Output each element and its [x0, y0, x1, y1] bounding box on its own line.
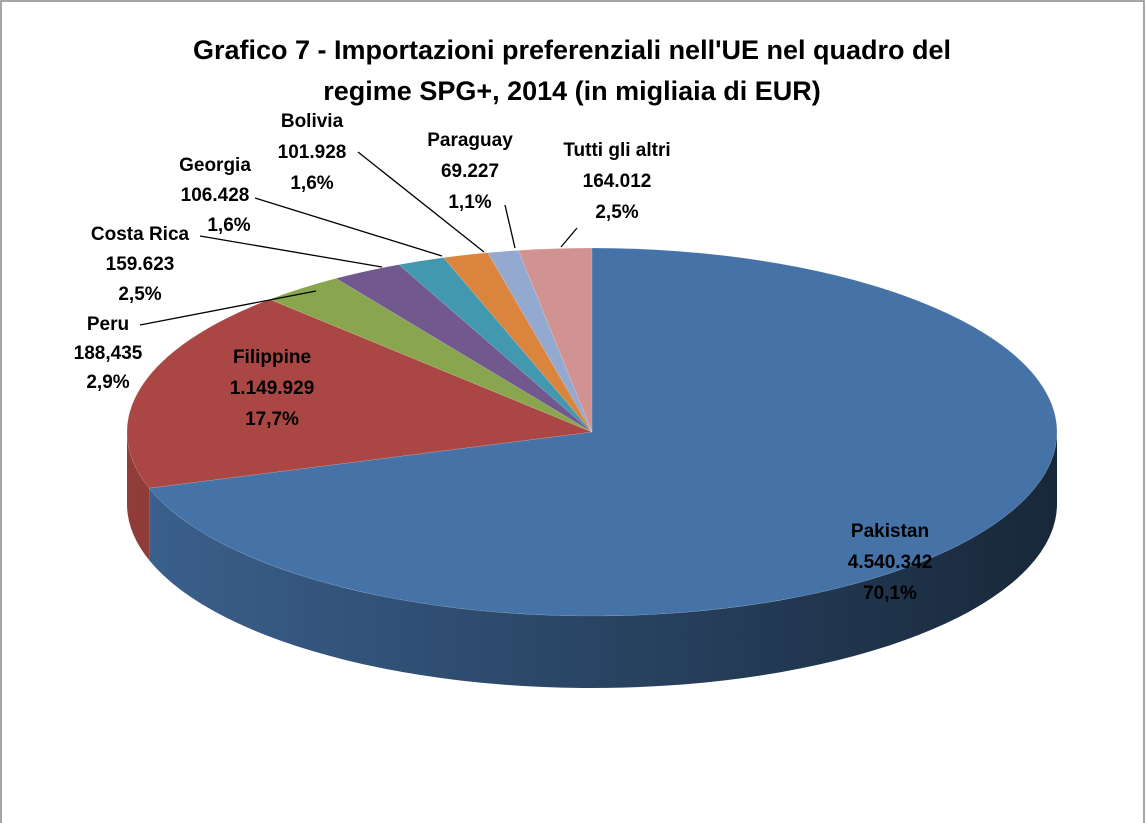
value-label: 188,435 — [74, 343, 143, 364]
slice — [517, 247, 593, 433]
slice-side — [149, 432, 1057, 689]
slice — [335, 264, 593, 433]
slice-label: Paraguay — [427, 130, 513, 151]
chart-title: Grafico 7 - Importazioni preferenziali n… — [193, 35, 951, 65]
value-label: 4.540.342 — [848, 552, 933, 573]
leader-line — [560, 227, 578, 248]
percent-label: 2,5% — [595, 202, 638, 223]
slice — [148, 247, 1058, 617]
slice-label: Peru — [87, 314, 129, 335]
value-label: 106.428 — [181, 185, 250, 206]
value-label: 164.012 — [583, 171, 652, 192]
slice-label: Tutti gli altri — [563, 140, 670, 161]
value-label: 69.227 — [441, 161, 499, 182]
leader-line — [199, 235, 383, 268]
slice — [487, 250, 593, 433]
slice-label: Georgia — [179, 155, 251, 176]
percent-label: 2,5% — [118, 284, 161, 305]
leader-line — [504, 204, 516, 249]
value-label: 1.149.929 — [230, 378, 315, 399]
slice-label: Filippine — [233, 347, 311, 368]
leader-line — [357, 151, 485, 253]
percent-label: 70,1% — [863, 583, 917, 604]
percent-label: 1,6% — [290, 173, 333, 194]
slice — [126, 299, 593, 489]
leader-line — [254, 197, 443, 257]
slice — [398, 257, 593, 433]
leader-line — [139, 290, 317, 326]
percent-label: 2,9% — [86, 372, 129, 393]
percent-label: 1,1% — [448, 192, 491, 213]
value-label: 159.623 — [106, 254, 175, 275]
percent-label: 17,7% — [245, 409, 299, 430]
percent-label: 1,6% — [207, 215, 250, 236]
slice-label: Pakistan — [851, 521, 929, 542]
slice-side — [127, 432, 150, 561]
slice-label: Costa Rica — [91, 224, 190, 245]
chart-title: regime SPG+, 2014 (in migliaia di EUR) — [323, 76, 820, 106]
slice — [443, 252, 593, 433]
value-label: 101.928 — [278, 142, 347, 163]
slice-label: Bolivia — [281, 111, 344, 132]
